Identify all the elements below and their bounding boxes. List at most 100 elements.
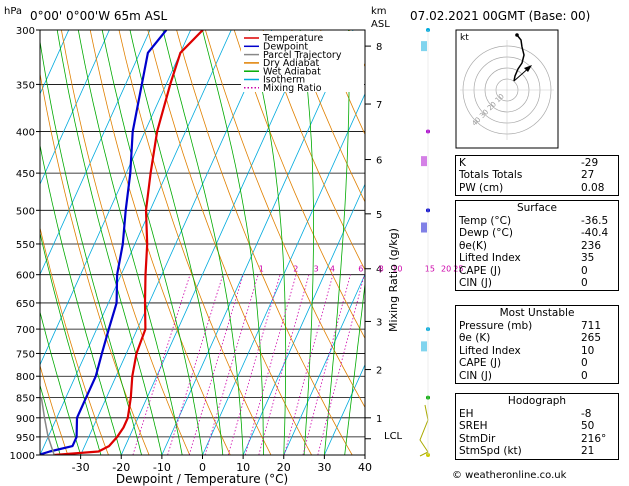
isotherm <box>120 30 313 455</box>
most-unstable-table: Most Unstable Pressure (mb) 711 θe (K) 265… <box>455 305 619 384</box>
isotherm <box>202 92 365 455</box>
wet-adiabat <box>162 30 244 455</box>
dry-adiabat <box>118 30 272 455</box>
mu-row: Pressure (mb) 711 <box>459 320 602 332</box>
mixing-ratio-label: 3 <box>314 265 319 274</box>
temperature-tick-label: 40 <box>358 461 372 474</box>
lcl-label: LCL <box>384 431 403 442</box>
mixing-ratio-axis-label: Mixing Ratio (g/kg) <box>387 228 400 332</box>
mu-row: Lifted Index 10 <box>459 344 595 357</box>
legend-label: Isotherm <box>263 75 305 86</box>
wet-adiabat <box>40 143 122 455</box>
mixing-ratio-label: 2 <box>293 265 298 274</box>
dry-adiabat <box>205 30 365 409</box>
surface-row: CAPE (J) 0 <box>459 264 588 277</box>
wet-adiabat <box>40 310 81 455</box>
pressure-tick-label: 650 <box>16 299 35 310</box>
hodograph-ring-label: 30 <box>478 108 490 120</box>
dry-adiabat <box>89 30 231 455</box>
temperature-tick-label: 30 <box>317 461 331 474</box>
mixing-ratio-line <box>258 274 310 455</box>
index-pw: PW (cm) 0.08 <box>459 181 605 194</box>
mixing-ratio-label: 10 <box>392 265 402 274</box>
km-label: km <box>371 6 387 17</box>
surface-row: Lifted Index 35 <box>459 252 595 265</box>
wet-adiabat <box>324 30 350 455</box>
height-tick-label: 8 <box>376 42 382 53</box>
pressure-tick-label: 500 <box>16 206 35 217</box>
isotherm <box>324 363 365 455</box>
mixing-ratio-label: 8 <box>379 265 384 274</box>
mixing-ratio-line <box>302 274 351 455</box>
dry-adiabat <box>40 226 109 455</box>
dry-adiabat <box>233 30 365 340</box>
mixing-ratio-label: 6 <box>358 265 363 274</box>
footer-credit: © weatheronline.co.uk <box>452 470 567 481</box>
hodo-row: StmSpd (kt) 21 <box>459 445 595 458</box>
isotherm <box>283 273 365 455</box>
legend-label: Wet Adiabat <box>263 66 321 77</box>
mixing-ratio-labels: 1 2 3 4 6 8 10 15 20 25 <box>259 265 464 274</box>
isotherm <box>40 30 232 455</box>
dry-adiabat <box>291 30 365 203</box>
temperature-tick-label: -20 <box>112 461 130 474</box>
pressure-tick-label: 700 <box>16 325 35 336</box>
index-k: K -29 <box>459 157 599 169</box>
mu-row: θe (K) 265 <box>459 332 602 345</box>
legend-label: Temperature <box>262 33 323 44</box>
mu-row: CIN (J) 0 <box>459 369 588 382</box>
hpa-label: hPa <box>4 6 22 17</box>
height-tick-label: 4 <box>376 265 382 276</box>
height-tick-label: 6 <box>376 156 382 167</box>
wet-adiabat <box>40 231 102 455</box>
dry-adiabat <box>40 71 150 455</box>
hodograph-ring-label: 20 <box>486 100 498 112</box>
wet-adiabat <box>299 30 314 455</box>
isotherm <box>40 30 110 186</box>
temperature-tick-label: -30 <box>72 461 90 474</box>
height-tick-label: 5 <box>376 210 382 221</box>
hodograph-title: Hodograph <box>507 395 567 407</box>
height-tick-label: 3 <box>376 317 382 328</box>
isotherm <box>40 30 191 366</box>
surface-row: θe(K) 236 <box>459 239 602 252</box>
mixing-ratio-label: 25 <box>453 265 463 274</box>
dry-adiabat <box>176 30 353 455</box>
surface-row: Dewp (°C) -40.4 <box>459 227 609 240</box>
surface-title: Surface <box>516 202 557 214</box>
height-tick-label: 2 <box>376 366 382 377</box>
legend-label: Dewpoint <box>263 42 308 53</box>
mixing-ratio-line <box>227 274 281 455</box>
indices-table: K -29 Totals Totals 27 PW (cm) 0.08 <box>455 155 619 197</box>
hodograph-kt-label: kt <box>460 33 469 43</box>
isotherm <box>242 183 365 455</box>
mixing-ratio-label: 4 <box>330 265 335 274</box>
pressure-tick-label: 300 <box>16 26 35 37</box>
pressure-axis: 300 350 400 450 500 550 600 650 700 750 800 850 900 9… <box>10 26 40 462</box>
height-tick-label: 7 <box>376 100 382 111</box>
hodo-row: EH -8 <box>459 408 592 420</box>
hodo-row: StmDir 216° <box>459 432 607 445</box>
x-axis-label: Dewpoint / Temperature (°C) <box>116 472 288 486</box>
low-level-wind-trace <box>419 404 429 457</box>
pressure-tick-label: 900 <box>16 414 35 425</box>
most-unstable-title: Most Unstable <box>499 307 575 319</box>
hodo-row: SREH 50 <box>459 420 595 433</box>
datetime-text: 07.02.2021 00GMT (Base: 00) <box>410 9 590 23</box>
pressure-tick-label: 1000 <box>10 451 35 462</box>
hodograph-ring-label: 10 <box>494 92 506 104</box>
temperature-tick-label: 0 <box>199 461 206 474</box>
height-tick-label: 1 <box>376 414 382 425</box>
legend-label: Dry Adiabat <box>263 58 320 69</box>
mixing-ratio-line <box>167 274 224 455</box>
dry-adiabat <box>61 30 191 455</box>
profile-lines <box>40 30 204 455</box>
index-totals: Totals Totals 27 <box>459 169 595 182</box>
surface-row: Temp (°C) -36.5 <box>459 215 609 227</box>
temperature-tick-label: 20 <box>277 461 291 474</box>
background-lines <box>40 30 365 455</box>
dry-adiabat <box>147 30 312 455</box>
wind-barbs <box>419 28 430 457</box>
mixing-ratio-line <box>188 274 244 455</box>
